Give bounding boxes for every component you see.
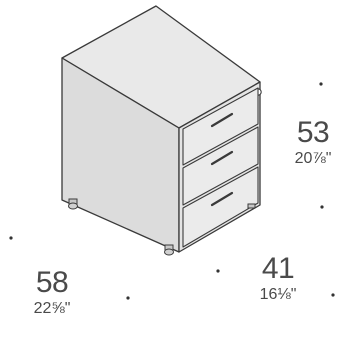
height-inches: 20⅞" <box>294 150 332 167</box>
drawer-3-handle <box>210 191 234 207</box>
width-inches: 16⅛" <box>259 286 297 303</box>
depth-inches: 22⅝" <box>33 300 71 317</box>
guide-dot <box>319 82 323 86</box>
drawer-2-handle <box>210 150 234 166</box>
guide-dot <box>216 269 220 273</box>
caster-front-left <box>164 244 174 256</box>
drawer-1 <box>182 87 259 166</box>
width-cm: 41 <box>261 252 295 285</box>
drawer-1-handle <box>210 112 234 128</box>
guide-dot <box>331 293 335 297</box>
height-dimension-label: 53 20⅞" <box>282 118 344 167</box>
guide-dot <box>126 296 130 300</box>
width-dimension-label: 41 16⅛" <box>238 254 318 303</box>
caster-back-left <box>68 198 78 210</box>
height-cm: 53 <box>296 116 330 149</box>
caster-front-right <box>247 203 256 209</box>
guide-dot <box>320 205 324 209</box>
drawer-2 <box>182 126 259 206</box>
depth-cm: 58 <box>35 266 69 299</box>
guide-dot <box>9 236 13 240</box>
drawer-3 <box>182 166 259 248</box>
depth-dimension-label: 58 22⅝" <box>14 268 90 317</box>
